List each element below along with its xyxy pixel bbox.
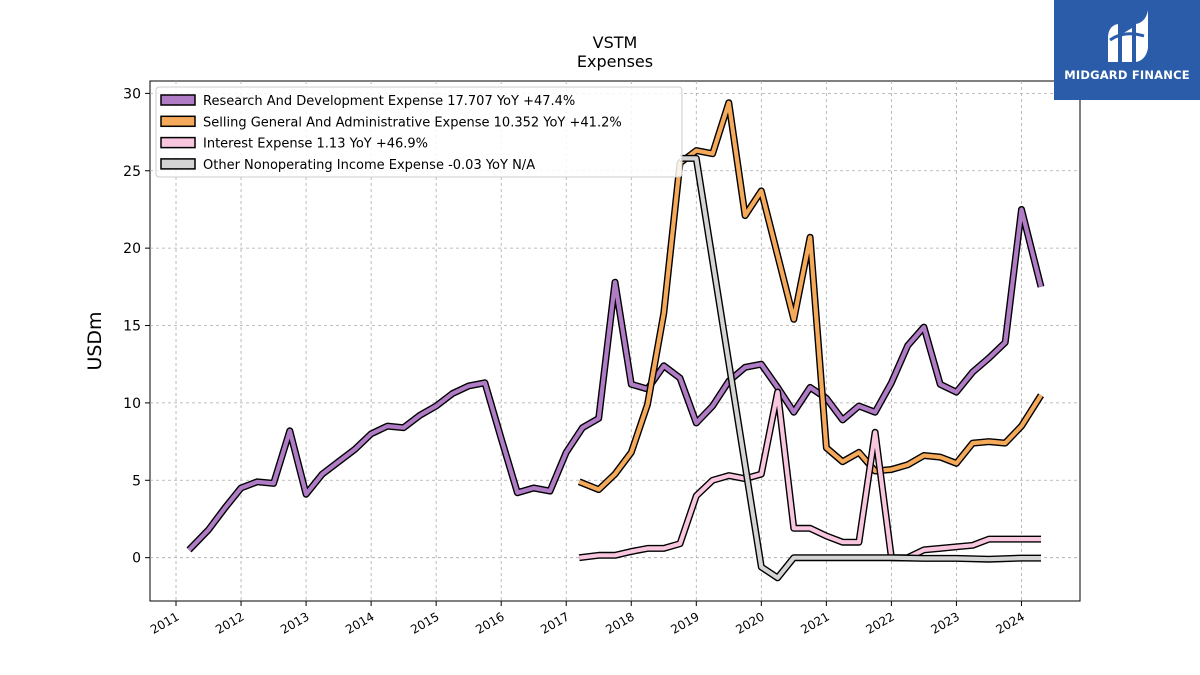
- x-tick-label: 2018: [603, 609, 636, 636]
- x-tick-label: 2022: [863, 609, 896, 636]
- series-line: [578, 390, 1041, 560]
- chart-subtitle: Expenses: [577, 52, 653, 71]
- x-tick-label: 2017: [538, 609, 571, 636]
- legend-label: Other Nonoperating Income Expense -0.03 …: [203, 158, 535, 173]
- legend-label: Interest Expense 1.13 YoY +46.9%: [203, 137, 428, 152]
- y-tick-label: 0: [132, 551, 141, 567]
- legend-label: Selling General And Administrative Expen…: [203, 115, 622, 130]
- y-axis-label: USDm: [84, 311, 106, 370]
- x-tick-label: 2016: [473, 609, 506, 636]
- x-tick-label: 2015: [408, 609, 441, 636]
- y-tick-label: 25: [123, 164, 141, 180]
- x-tick-label: 2012: [213, 609, 246, 636]
- series-line: [187, 207, 1044, 552]
- y-tick-label: 30: [123, 86, 141, 102]
- legend-swatch: [160, 136, 196, 149]
- x-axis: 2011 2012 2013 2014 2015 2016 2017 2018 2019 2020…: [148, 601, 1027, 637]
- series-line: [680, 156, 1041, 580]
- legend-swatch: [160, 94, 196, 106]
- legend-swatch: [160, 158, 196, 170]
- x-tick-label: 2011: [148, 609, 181, 636]
- y-tick-label: 15: [123, 319, 141, 335]
- x-tick-label: 2013: [278, 609, 311, 636]
- logo-text: MIDGARD FINANCE: [1064, 68, 1190, 82]
- x-tick-label: 2020: [733, 609, 766, 636]
- legend-box: [155, 86, 683, 178]
- legend: Research And Development Expense 17.707 …: [155, 86, 683, 178]
- y-tick-label: 10: [123, 396, 141, 412]
- series-line: [578, 100, 1043, 492]
- x-tick-label: 2023: [928, 609, 961, 636]
- x-tick-label: 2021: [798, 609, 831, 636]
- x-tick-label: 2019: [668, 609, 701, 636]
- series-lines: [186, 99, 1045, 582]
- y-tick-label: 5: [132, 473, 141, 489]
- x-tick-label: 2014: [343, 609, 376, 636]
- chart-title: VSTM: [593, 33, 638, 52]
- midgard-finance-logo: MIDGARD FINANCE: [1054, 0, 1200, 100]
- legend-label: Research And Development Expense 17.707 …: [203, 94, 575, 109]
- y-tick-label: 20: [123, 241, 141, 257]
- y-axis: 0 5 10 15 20 25 30: [123, 86, 150, 567]
- x-tick-label: 2024: [994, 609, 1027, 636]
- legend-swatch: [160, 115, 196, 128]
- logo-mark-icon: [1108, 10, 1148, 62]
